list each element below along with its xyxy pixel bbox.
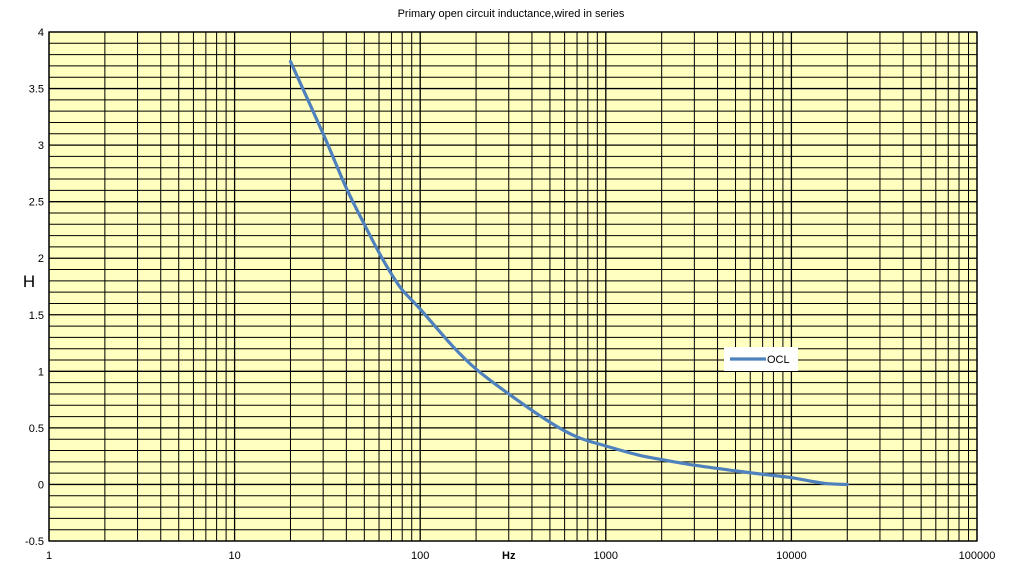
series-line-ocl [288, 59, 849, 487]
y-tick-label: 2.5 [29, 197, 44, 209]
minor-gridlines [49, 32, 977, 541]
chart-title: Primary open circuit inductance,wired in… [398, 8, 625, 20]
x-tick-label: 10 [228, 550, 240, 562]
y-tick-label: -0.5 [25, 536, 44, 548]
y-tick-label: 0.5 [29, 423, 44, 435]
legend: OCL [724, 347, 798, 371]
x-axis-label: Hz [502, 550, 516, 562]
y-axis-label: H [23, 272, 35, 291]
legend-label: OCL [767, 354, 790, 366]
x-tick-label: 1000 [594, 550, 618, 562]
y-tick-label: 4 [38, 27, 44, 39]
y-tick-label: 0 [38, 479, 44, 491]
plot-frame [48, 31, 978, 542]
y-axis-tick-labels: -0.5 0 0.5 1 1.5 2 2.5 3 3.5 4 [25, 27, 44, 548]
series-layer [288, 59, 849, 487]
x-tick-label: 1 [46, 550, 52, 562]
x-tick-label: 100 [411, 550, 429, 562]
plot-area [49, 32, 977, 541]
y-tick-label: 3 [38, 140, 44, 152]
x-tick-label: 10000 [776, 550, 807, 562]
y-tick-label: 2 [38, 253, 44, 265]
x-tick-label: 100000 [959, 550, 996, 562]
y-tick-label: 3.5 [29, 84, 44, 96]
x-axis-tick-labels: 1 10 100 1000 10000 100000 [46, 550, 995, 562]
y-tick-label: 1 [38, 366, 44, 378]
y-tick-label: 1.5 [29, 310, 44, 322]
